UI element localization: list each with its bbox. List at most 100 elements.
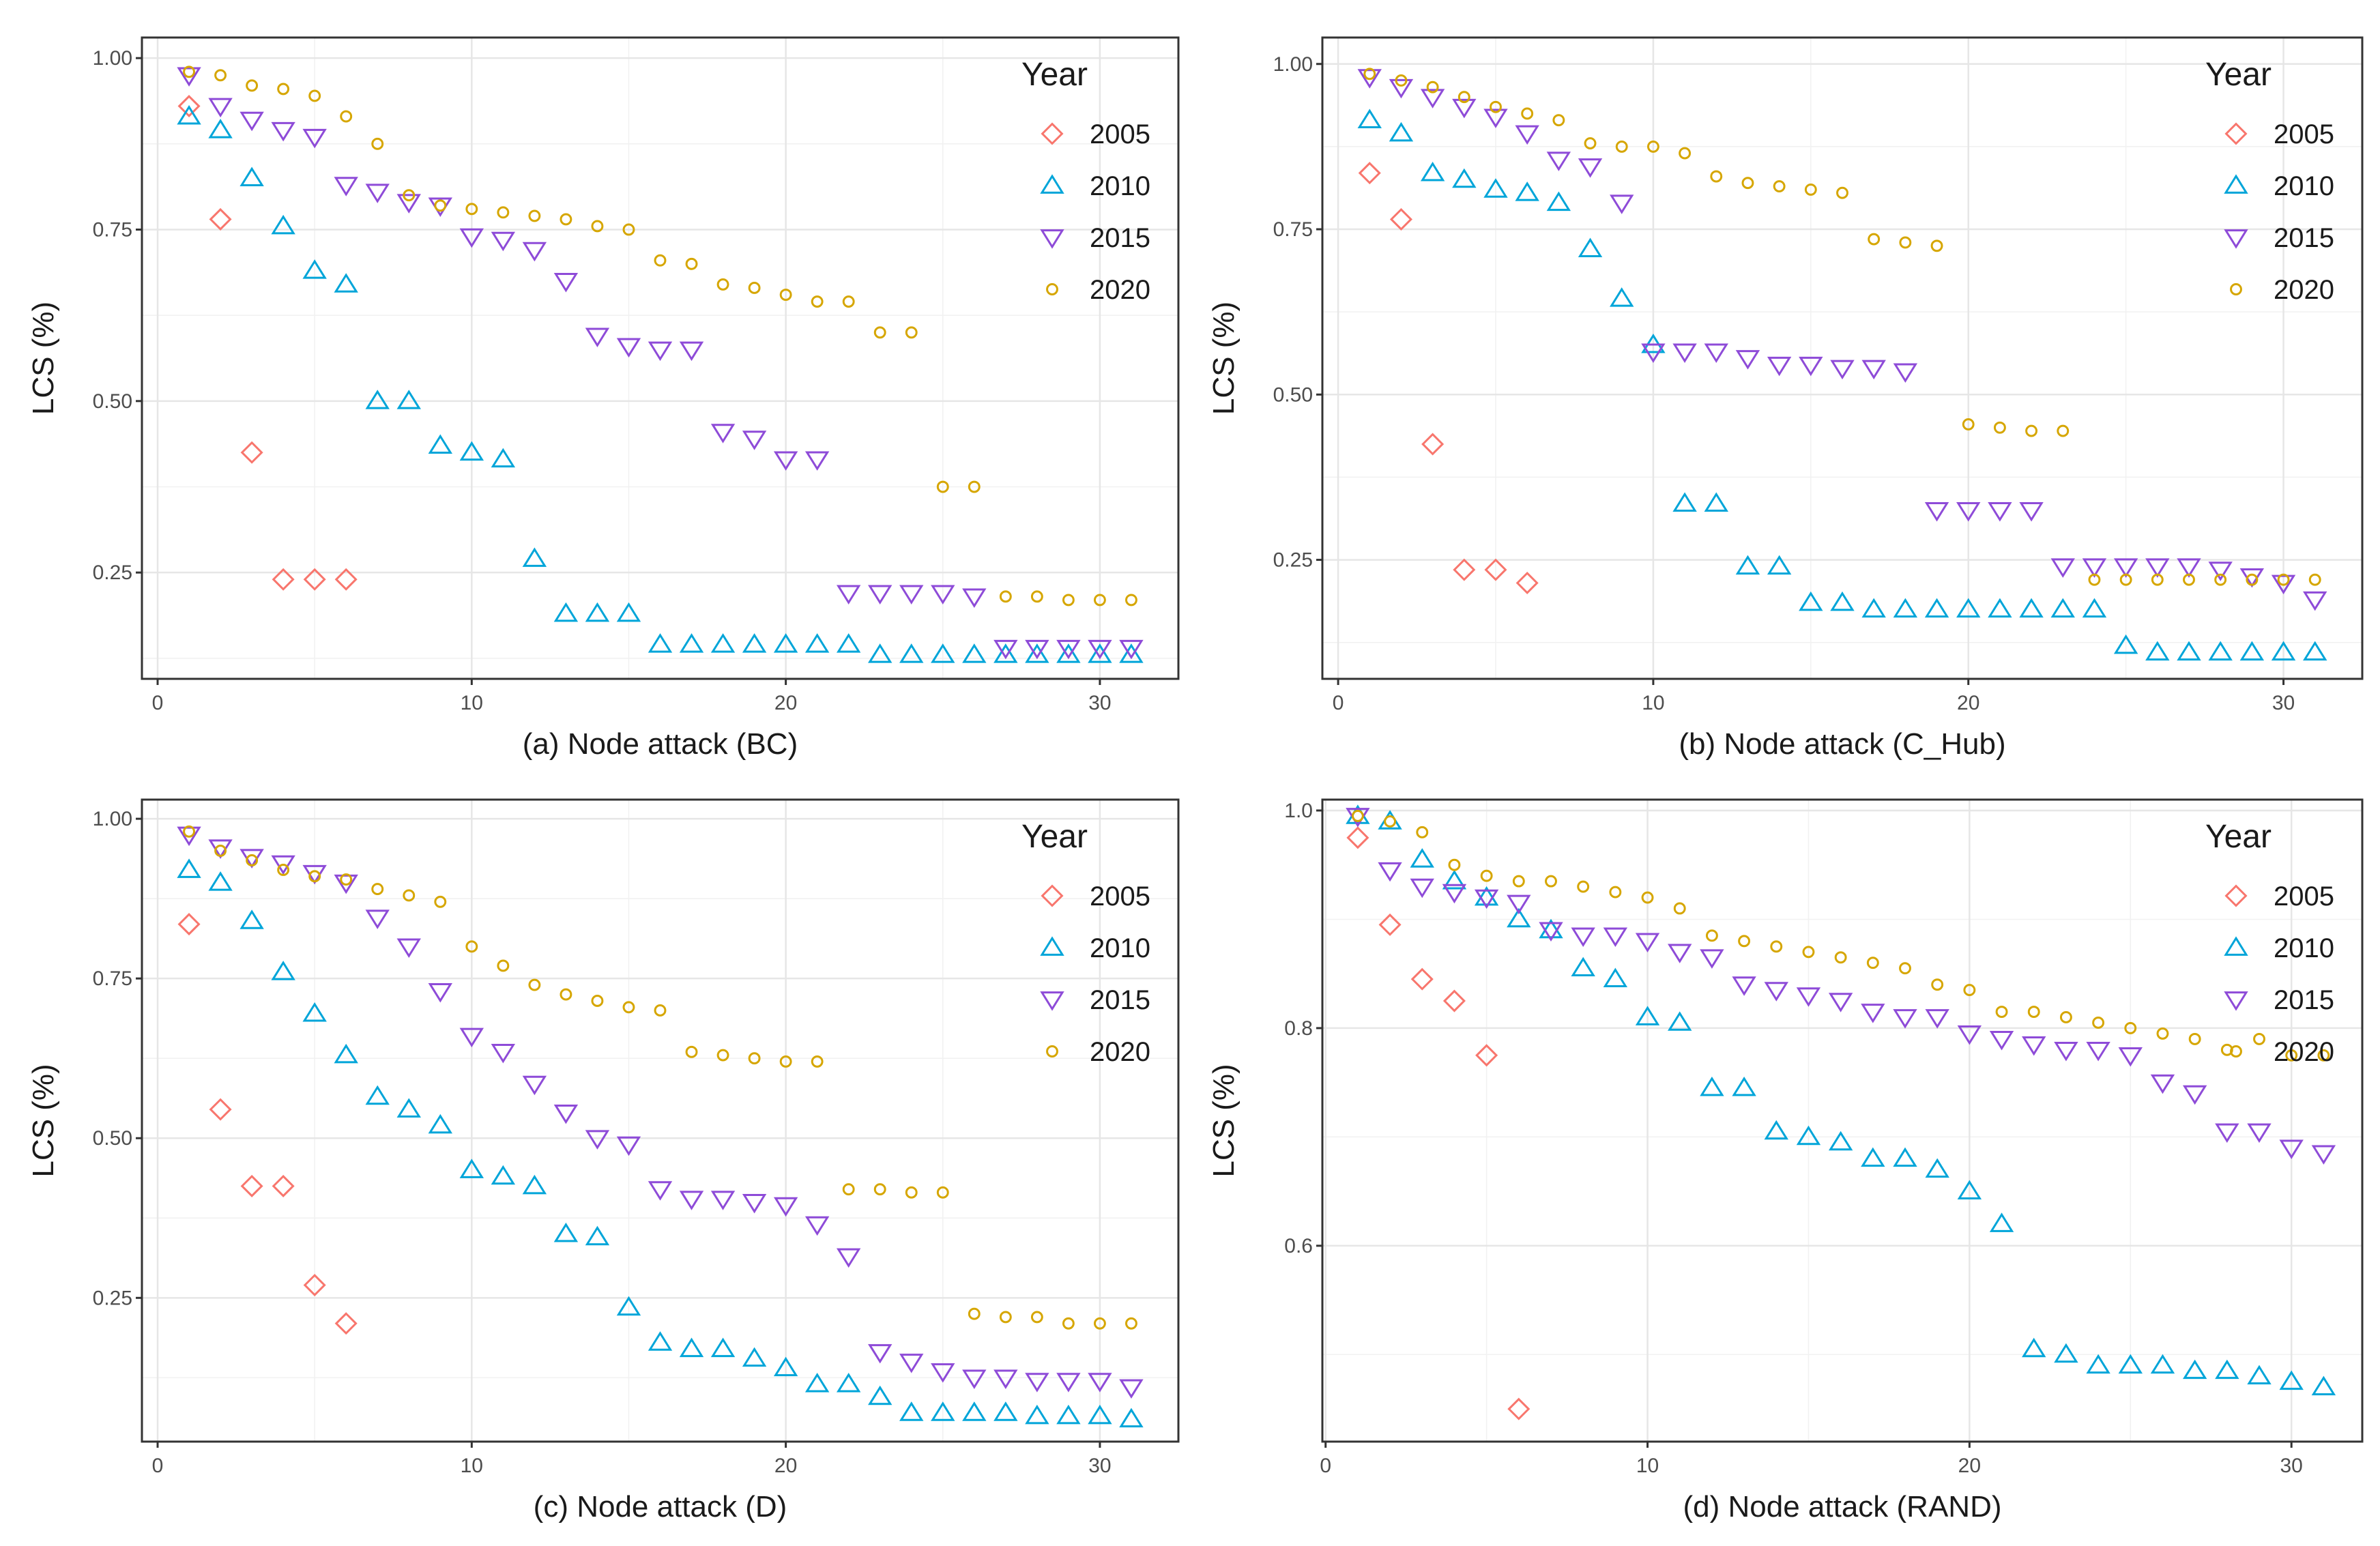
data-point (1507, 907, 1531, 928)
data-point (240, 909, 264, 929)
chart-panel-a: 0 10 20 30 0.25 0.50 0.75 1.00 (a) Node attack (… (27, 36, 1180, 761)
data-point (491, 1165, 516, 1185)
data-point (742, 431, 767, 450)
data-point (434, 199, 447, 212)
data-point (962, 588, 987, 609)
data-point (2150, 1354, 2175, 1374)
data-point (334, 177, 358, 196)
data-point (208, 871, 233, 891)
data-point (811, 1055, 824, 1068)
data-point (1899, 236, 1912, 249)
data-point (1668, 1011, 1692, 1031)
legend-label: 2020 (2274, 1037, 2334, 1067)
y-tick-label: 0.25 (1273, 549, 1313, 572)
data-point (685, 257, 698, 270)
data-point (183, 65, 195, 78)
series-2005 (1358, 162, 1539, 595)
series-2020 (1351, 809, 2330, 1062)
data-point (899, 1354, 924, 1373)
data-point (1088, 643, 1112, 663)
data-point (491, 231, 516, 252)
x-tick-label: 30 (2280, 1455, 2303, 1477)
data-point (773, 1197, 798, 1217)
data-point (1828, 993, 1853, 1012)
legend-key (1040, 991, 1064, 1011)
data-point (1357, 108, 1382, 128)
data-point (1119, 639, 1144, 660)
data-point (2308, 573, 2321, 586)
series-2005 (1346, 826, 1530, 1420)
data-point (710, 424, 736, 443)
data-point (2088, 573, 2101, 586)
data-point (773, 633, 798, 653)
data-point (1799, 591, 1823, 611)
data-point (271, 855, 295, 875)
data-point (209, 207, 232, 231)
data-point (2182, 1085, 2207, 1105)
data-point (748, 282, 761, 294)
data-point (710, 1337, 736, 1358)
data-point (2183, 573, 2195, 586)
data-point (2113, 558, 2138, 578)
data-point (2022, 1337, 2046, 1358)
data-point (811, 295, 824, 308)
data-point (1552, 114, 1565, 127)
data-point (1828, 1131, 1853, 1151)
data-point (2019, 598, 2044, 618)
x-tick-label: 0 (1333, 692, 1344, 714)
legend-key (2230, 1045, 2242, 1058)
data-point (2054, 1041, 2078, 1062)
data-point (1830, 360, 1855, 380)
data-point (1804, 183, 1817, 196)
data-point (465, 940, 478, 953)
data-point (931, 643, 955, 663)
data-point (2277, 573, 2290, 586)
data-point (2215, 1359, 2239, 1380)
data-point (340, 873, 353, 886)
series-2015 (1346, 808, 2336, 1165)
data-point (2279, 1139, 2304, 1160)
data-point (1735, 555, 1760, 575)
data-point (2054, 1343, 2078, 1363)
data-point (616, 602, 641, 622)
data-point (1571, 927, 1595, 948)
data-point (654, 254, 667, 267)
data-point (1866, 957, 1879, 969)
data-point (2118, 1047, 2143, 1067)
data-point (1452, 98, 1477, 119)
data-point (931, 1401, 955, 1421)
data-point (993, 1401, 1018, 1421)
data-point (648, 341, 673, 362)
data-point (1426, 81, 1439, 93)
data-point (334, 273, 358, 293)
data-point (710, 633, 736, 653)
data-point (308, 89, 321, 102)
data-point (1796, 1125, 1821, 1146)
data-point (1773, 180, 1786, 192)
data-point (1389, 121, 1414, 142)
panel-border (1321, 798, 2364, 1443)
data-point (1861, 598, 1886, 618)
data-point (1830, 591, 1855, 611)
data-point (993, 1369, 1018, 1390)
data-point (804, 633, 830, 653)
data-point (2151, 573, 2164, 586)
data-point (962, 1401, 987, 1421)
y-tick-label: 0.25 (93, 1287, 132, 1309)
data-point (1507, 894, 1531, 915)
series-2005 (177, 913, 358, 1335)
chart-panel-d: 0 10 20 30 0.6 0.8 1.0 (d) Node attack (RAND) LC… (1207, 798, 2364, 1523)
data-point (1700, 1077, 1724, 1096)
data-point (1764, 1120, 1788, 1140)
data-point (1125, 594, 1137, 607)
data-point (277, 864, 290, 876)
data-point (2311, 1145, 2336, 1165)
legend-label: 2015 (1090, 223, 1150, 253)
data-point (654, 1004, 667, 1017)
data-point (1646, 140, 1659, 153)
data-point (1603, 927, 1628, 948)
data-point (648, 633, 673, 653)
data-point (246, 854, 259, 866)
data-point (1088, 639, 1112, 660)
data-point (1957, 1025, 1982, 1045)
